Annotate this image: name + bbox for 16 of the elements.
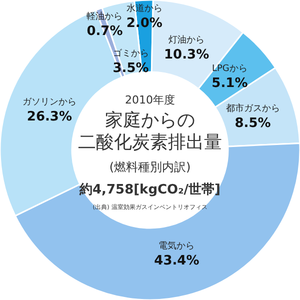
slice-label: 電気から xyxy=(158,240,195,252)
data-label: 26.3% xyxy=(26,110,72,125)
slice-label: 都市ガスから xyxy=(226,102,280,114)
text: 約4,758[kgCO₂/世帯] xyxy=(78,182,220,198)
slice-label: ガソリンから xyxy=(22,98,76,108)
text: 2010年度 xyxy=(125,94,175,106)
data-label: 5.1% xyxy=(212,76,248,92)
data-label: 8.5% xyxy=(234,116,271,131)
slice-label: 灯油から xyxy=(168,34,205,46)
data-label: 0.7% xyxy=(86,24,123,39)
data-label: 10.3% xyxy=(164,47,210,62)
data-label: 43.4% xyxy=(154,254,200,269)
text: 家庭からの二酸化炭素排出量 xyxy=(78,110,222,153)
slice-label: 軽油から xyxy=(86,10,123,22)
text: (燃料種別内訳) xyxy=(109,160,191,174)
data-label: 3.5% xyxy=(112,61,149,76)
